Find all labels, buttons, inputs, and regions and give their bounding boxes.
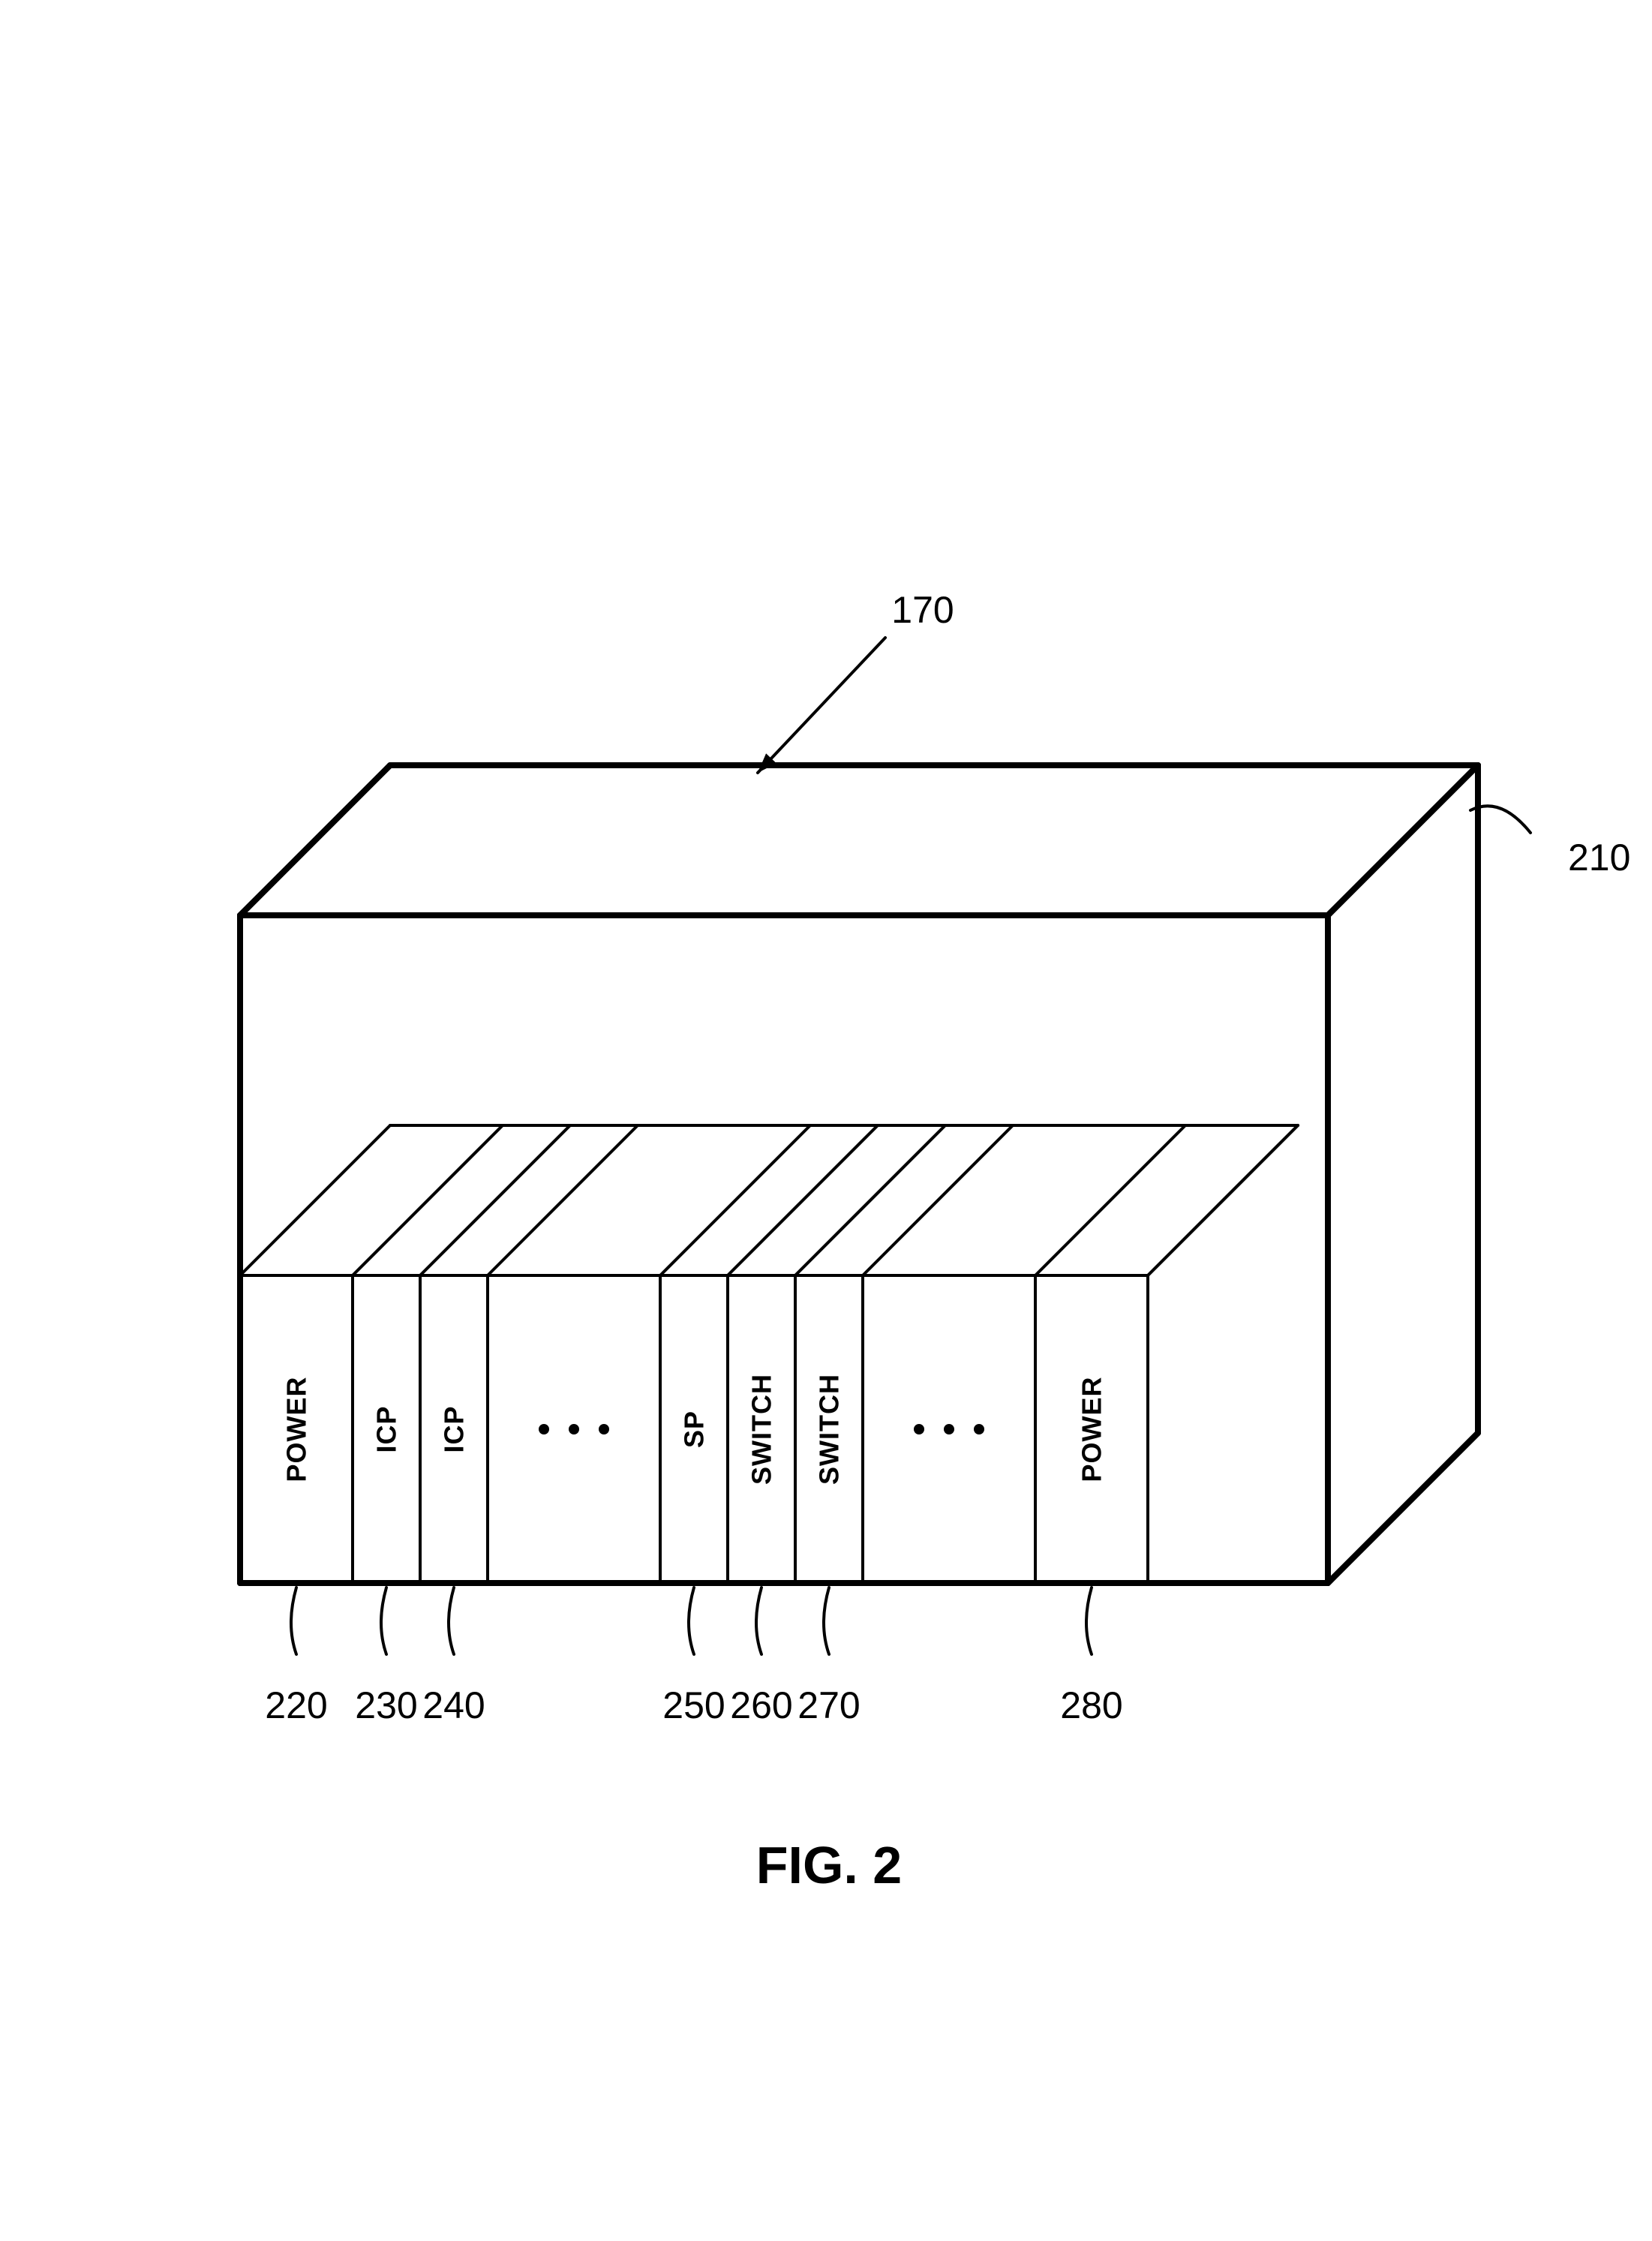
figure-caption: FIG. 2 xyxy=(756,1836,902,1894)
slot-label-icp: ICP xyxy=(439,1405,470,1452)
ref-250: 250 xyxy=(662,1684,725,1726)
slot-label-switch: SWITCH xyxy=(746,1374,777,1485)
ref-220: 220 xyxy=(265,1684,327,1726)
slot-label-power: POWER xyxy=(1077,1376,1107,1482)
ellipsis-dot xyxy=(974,1424,984,1434)
slot-label-icp: ICP xyxy=(371,1405,402,1452)
ref-230: 230 xyxy=(355,1684,417,1726)
ref-260: 260 xyxy=(730,1684,792,1726)
ref-210: 210 xyxy=(1568,837,1630,879)
ellipsis-dot xyxy=(914,1424,924,1434)
ref-170: 170 xyxy=(891,589,954,631)
ellipsis-dot xyxy=(599,1424,609,1434)
slot-label-power: POWER xyxy=(281,1376,312,1482)
ellipsis-dot xyxy=(944,1424,954,1434)
ellipsis-dot xyxy=(569,1424,579,1434)
ref-270: 270 xyxy=(797,1684,860,1726)
slot-label-sp: SP xyxy=(679,1410,710,1448)
ellipsis-dot xyxy=(539,1424,549,1434)
ref-280: 280 xyxy=(1060,1684,1122,1726)
ref-240: 240 xyxy=(422,1684,485,1726)
slot-label-switch: SWITCH xyxy=(814,1374,845,1485)
figure-2-diagram: POWER ICP ICP SP SWITCH SWITCH POWER 220 230240 2… xyxy=(0,0,1652,2241)
